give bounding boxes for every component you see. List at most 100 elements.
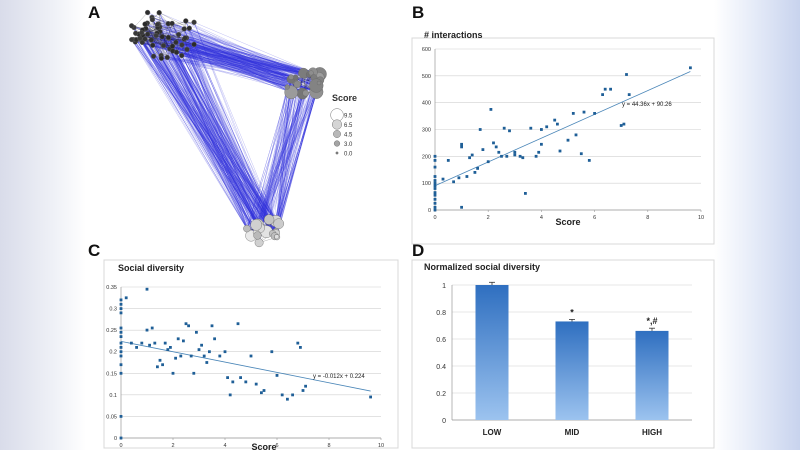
network-edge (142, 35, 267, 232)
network-node (302, 89, 310, 97)
chart-c-point (205, 361, 209, 364)
network-node (153, 32, 159, 39)
network-edge (160, 55, 248, 229)
network-edge (186, 37, 320, 75)
chart-b-point (433, 197, 437, 201)
network-edge (266, 85, 317, 232)
network-edge (157, 24, 257, 225)
network-edge (261, 86, 288, 229)
network-edge (163, 45, 292, 93)
network-edge (181, 44, 277, 222)
network-edge (193, 22, 277, 237)
network-edge (272, 91, 318, 234)
network-edge (275, 77, 319, 232)
chart-c-point (260, 391, 263, 395)
network-node (173, 49, 180, 55)
network-edge (185, 37, 312, 74)
network-edge (167, 57, 260, 243)
chart-d-title: Normalized social diversity (424, 262, 540, 272)
network-edge (268, 77, 315, 220)
network-edge (169, 48, 278, 238)
network-edge (278, 82, 320, 224)
network-edge (142, 35, 277, 222)
network-edge (135, 41, 273, 234)
chart-b-point (465, 175, 469, 178)
network-edge (176, 52, 260, 229)
network-edge (141, 32, 319, 78)
network-edge (161, 58, 273, 234)
network-edge (276, 92, 292, 237)
chart-c-xtick: 0 (119, 443, 122, 449)
network-edge (181, 55, 317, 93)
network-edge (141, 39, 278, 238)
network-edge (185, 37, 296, 78)
network-edge (152, 45, 260, 243)
network-edge (256, 72, 312, 233)
network-edge (153, 38, 169, 57)
network-edge (272, 79, 292, 234)
network-edge (141, 32, 248, 229)
network-edge (147, 34, 262, 229)
network-edge (133, 39, 257, 233)
network-edge (139, 38, 260, 243)
network-edge (186, 37, 306, 94)
legend-label: 6.5 (344, 123, 353, 129)
chart-c-xtick: 6 (275, 443, 278, 449)
network-edge (141, 32, 258, 225)
network-edge (172, 46, 258, 225)
network-edge (168, 37, 277, 232)
chart-c-point (119, 354, 123, 358)
network-edge (171, 23, 270, 220)
network-edge (169, 48, 303, 94)
network-edge (257, 92, 292, 225)
network-edge (171, 23, 277, 222)
network-edge (151, 17, 304, 74)
network-edge (275, 73, 304, 234)
network-edge (151, 17, 320, 75)
network-edge (275, 82, 320, 222)
chart-b-point (492, 141, 495, 145)
network-node (142, 21, 148, 27)
chart-d-category-label: MID (565, 428, 580, 437)
network-edge (274, 93, 306, 237)
network-edge (168, 38, 262, 229)
network-edge (257, 86, 288, 236)
chart-b-ytick: 200 (422, 154, 431, 160)
network-edge (157, 27, 310, 75)
network-edge (276, 77, 319, 238)
network-edge (136, 39, 252, 236)
network-edge (136, 39, 317, 92)
network-edge (258, 86, 288, 243)
network-edge (189, 28, 306, 94)
network-edge (168, 23, 173, 47)
network-edge (131, 25, 258, 236)
network-edge (139, 38, 273, 234)
network-edge (246, 91, 317, 229)
network-edge (268, 81, 295, 220)
network-edge (186, 37, 315, 78)
chart-b-point (537, 150, 541, 154)
network-edge (157, 24, 260, 243)
legend-circle (333, 130, 341, 138)
network-edge (151, 39, 279, 224)
network-edge (159, 26, 257, 233)
network-edge (181, 55, 277, 232)
network-node (158, 55, 165, 61)
network-edge (167, 57, 319, 78)
network-edge (152, 19, 260, 229)
chart-c-point (189, 354, 193, 358)
network-edge (176, 52, 298, 85)
chart-c-point (119, 326, 123, 330)
network-edge (151, 39, 260, 229)
network-edge (186, 49, 267, 232)
network-edge (133, 27, 258, 225)
network-edge (156, 35, 310, 75)
chart-d-bar (475, 285, 509, 420)
network-edge (181, 55, 312, 74)
network-edge (135, 41, 277, 222)
network-edge (133, 27, 277, 232)
network-node (155, 21, 161, 28)
network-edge (152, 19, 291, 80)
network-edge (172, 46, 288, 88)
chart-b-point (433, 205, 437, 209)
